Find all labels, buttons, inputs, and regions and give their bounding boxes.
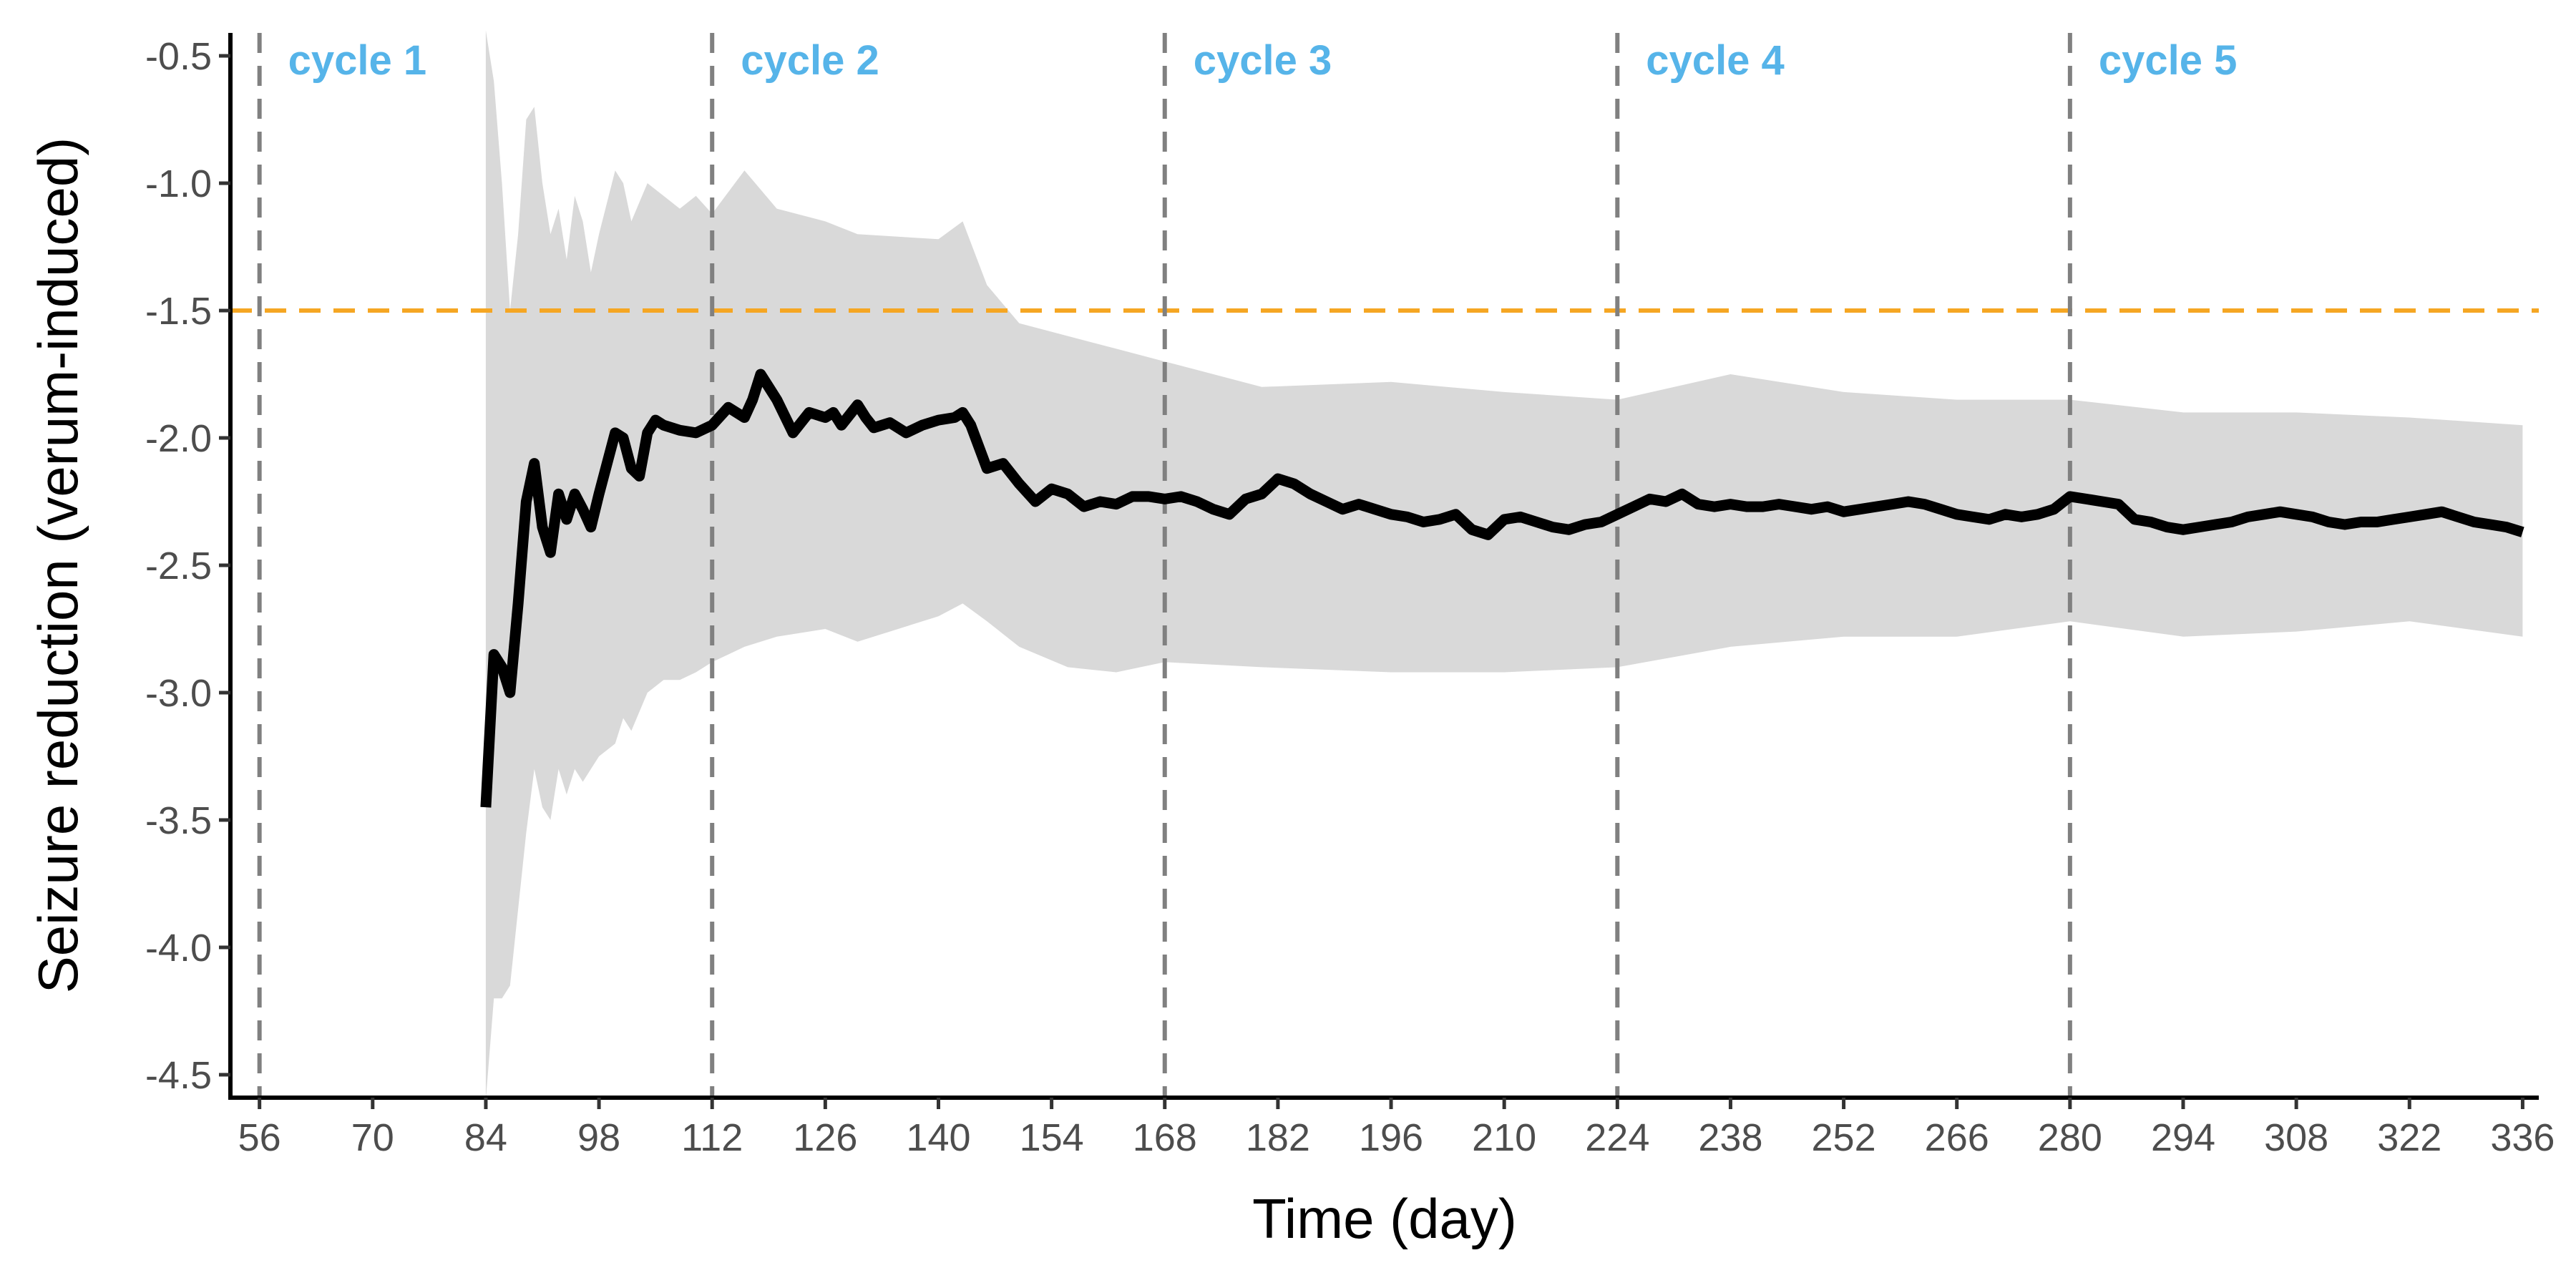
y-axis: -0.5 -1.0 -1.5 -2.0 -2.5 -3.0 -3.5 -4.0 -4.5 bbox=[145, 33, 233, 1098]
x-tick-label: 98 bbox=[577, 1116, 620, 1159]
y-axis-title: Seizure reduction (verum-induced) bbox=[26, 137, 89, 994]
y-tick-label: -2.0 bbox=[145, 417, 212, 460]
x-axis-title: Time (day) bbox=[1252, 1187, 1517, 1250]
cycle-lines bbox=[257, 33, 2072, 1098]
x-tick-label: 294 bbox=[2151, 1116, 2215, 1159]
x-tick-label: 182 bbox=[1246, 1116, 1310, 1159]
cycle-label-4: cycle 4 bbox=[1646, 37, 1785, 84]
cycle-label-5: cycle 5 bbox=[2099, 37, 2238, 84]
cycle-labels: cycle 1 cycle 2 cycle 3 cycle 4 cycle 5 bbox=[288, 37, 2238, 84]
y-tick-label: -0.5 bbox=[145, 35, 212, 78]
x-tick-label: 112 bbox=[681, 1116, 743, 1159]
x-tick-label: 126 bbox=[793, 1116, 857, 1159]
y-tick-label: -1.5 bbox=[145, 290, 212, 333]
x-tick-label: 266 bbox=[1925, 1116, 1989, 1159]
x-tick-label: 210 bbox=[1472, 1116, 1536, 1159]
cycle-label-3: cycle 3 bbox=[1194, 37, 1332, 84]
x-tick-label: 84 bbox=[464, 1116, 507, 1159]
x-tick-label: 140 bbox=[906, 1116, 970, 1159]
x-tick-label: 336 bbox=[2490, 1116, 2555, 1159]
y-tick-label: -4.0 bbox=[145, 927, 212, 970]
y-tick-label: -1.0 bbox=[145, 162, 212, 205]
x-tick-label: 238 bbox=[1698, 1116, 1762, 1159]
y-tick-label: -3.0 bbox=[145, 672, 212, 715]
x-tick-label: 280 bbox=[2038, 1116, 2102, 1159]
x-tick-label: 252 bbox=[1812, 1116, 1876, 1159]
x-tick-label: 308 bbox=[2264, 1116, 2328, 1159]
x-tick-label: 196 bbox=[1359, 1116, 1423, 1159]
cycle-label-1: cycle 1 bbox=[288, 37, 427, 84]
y-tick-label: -2.5 bbox=[145, 545, 212, 587]
x-tick-label: 154 bbox=[1020, 1116, 1084, 1159]
plot-area: cycle 1 cycle 2 cycle 3 cycle 4 cycle 5 bbox=[230, 30, 2539, 1101]
series-line bbox=[480, 369, 2524, 808]
cycle-label-2: cycle 2 bbox=[741, 37, 879, 84]
x-tick-label: 224 bbox=[1585, 1116, 1649, 1159]
confidence-band bbox=[485, 30, 2523, 1101]
x-axis: 56 70 84 98 112 126 140 154 168 182 196 210 224 238 25… bbox=[228, 1096, 2555, 1159]
x-tick-label: 56 bbox=[238, 1116, 281, 1159]
y-ticks: -0.5 -1.0 -1.5 -2.0 -2.5 -3.0 -3.5 -4.0 -4.5 bbox=[145, 35, 230, 1097]
y-tick-label: -3.5 bbox=[145, 799, 212, 842]
y-tick-label: -4.5 bbox=[145, 1054, 212, 1097]
x-tick-label: 322 bbox=[2377, 1116, 2441, 1159]
x-tick-label: 168 bbox=[1133, 1116, 1197, 1159]
x-ticks: 56 70 84 98 112 126 140 154 168 182 196 210 224 238 25… bbox=[238, 1098, 2555, 1159]
x-tick-label: 70 bbox=[351, 1116, 394, 1159]
